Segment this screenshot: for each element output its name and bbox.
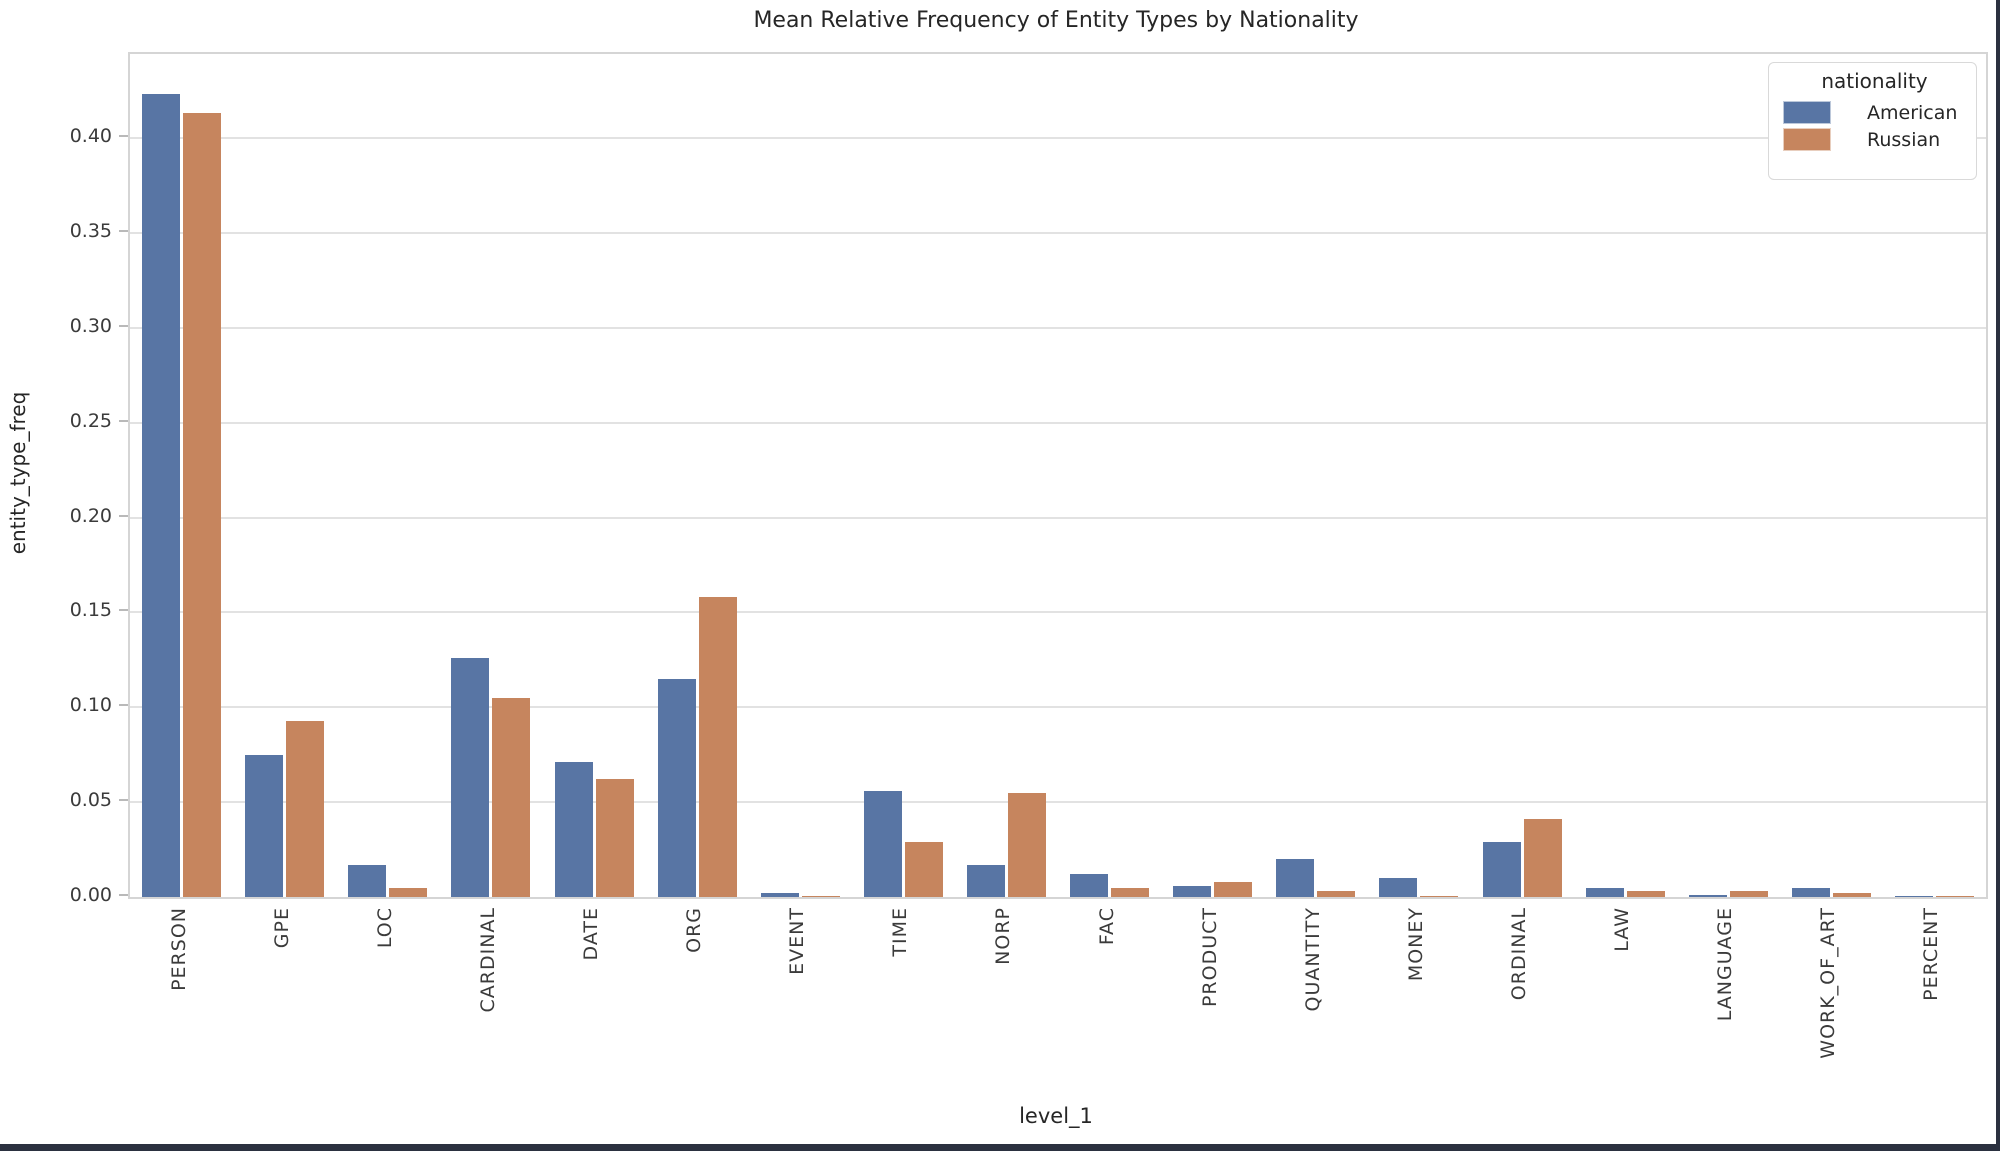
- bar-PERSON-Russian: [183, 113, 222, 897]
- y-tick-mark-0.20: [119, 514, 128, 517]
- bar-EVENT-Russian: [801, 896, 840, 897]
- bar-MONEY-Russian: [1420, 896, 1459, 897]
- bar-WORK_OF_ART-Russian: [1832, 893, 1871, 897]
- y-tick-mark-0.30: [119, 324, 128, 327]
- bar-QUANTITY-American: [1276, 859, 1315, 897]
- bar-GPE-American: [245, 754, 284, 897]
- x-tick-label-MONEY: MONEY: [1404, 907, 1427, 982]
- bar-LANGUAGE-American: [1688, 895, 1727, 897]
- y-tick-mark-0.25: [119, 419, 128, 422]
- y-axis-title: entity_type_freq: [6, 392, 30, 555]
- y-tick-label-0.25: 0.25: [69, 409, 112, 432]
- bar-ORG-Russian: [698, 597, 737, 897]
- legend-swatch-russian: [1783, 128, 1831, 151]
- y-tick-mark-0.40: [119, 135, 128, 138]
- legend: nationality American Russian: [1768, 62, 1977, 180]
- gridline-0.30: [130, 326, 1986, 329]
- x-tick-label-TIME: TIME: [889, 907, 912, 957]
- bar-ORDINAL-American: [1482, 841, 1521, 897]
- bar-ORDINAL-Russian: [1523, 819, 1562, 897]
- bar-EVENT-American: [760, 893, 799, 897]
- bar-NORP-American: [966, 864, 1005, 897]
- x-tick-label-DATE: DATE: [580, 907, 602, 961]
- plot-area: [128, 52, 1988, 899]
- legend-label-russian: Russian: [1867, 128, 1941, 151]
- bar-TIME-Russian: [904, 841, 943, 897]
- bar-LAW-Russian: [1626, 891, 1665, 897]
- gridline-0.05: [130, 801, 1986, 804]
- y-tick-label-0.05: 0.05: [69, 789, 112, 812]
- x-tick-label-NORP: NORP: [992, 907, 1015, 965]
- bar-LAW-American: [1585, 887, 1624, 897]
- legend-label-american: American: [1867, 101, 1958, 124]
- x-tick-label-WORK_OF_ART: WORK_OF_ART: [1817, 907, 1840, 1059]
- y-tick-mark-0.35: [119, 229, 128, 232]
- bar-FAC-American: [1070, 874, 1109, 897]
- y-tick-mark-0.05: [119, 799, 128, 802]
- x-tick-label-CARDINAL: CARDINAL: [476, 907, 499, 1013]
- bar-PERCENT-American: [1894, 896, 1933, 897]
- x-axis-title: level_1: [1019, 1104, 1093, 1128]
- y-tick-label-0.35: 0.35: [69, 219, 112, 242]
- y-tick-label-0.10: 0.10: [69, 694, 112, 717]
- window-bottom-edge: [0, 1144, 2000, 1151]
- y-tick-label-0.20: 0.20: [69, 504, 112, 527]
- bar-MONEY-American: [1379, 878, 1418, 897]
- bar-LANGUAGE-Russian: [1729, 891, 1768, 897]
- chart-title: Mean Relative Frequency of Entity Types …: [753, 8, 1359, 33]
- legend-row-american: American: [1783, 99, 1966, 126]
- y-tick-mark-0.00: [119, 894, 128, 896]
- window-right-edge: [1996, 0, 2000, 1151]
- gridline-0.35: [130, 231, 1986, 234]
- bar-LOC-Russian: [389, 887, 428, 897]
- bar-CARDINAL-American: [451, 657, 490, 897]
- x-tick-label-GPE: GPE: [270, 907, 293, 949]
- bar-TIME-American: [863, 790, 902, 897]
- x-tick-label-PERCENT: PERCENT: [1920, 907, 1943, 1001]
- bar-DATE-Russian: [595, 779, 634, 897]
- bar-PERSON-American: [142, 94, 181, 897]
- legend-title: nationality: [1821, 69, 1928, 93]
- x-tick-label-PERSON: PERSON: [167, 907, 190, 991]
- bar-PERCENT-Russian: [1935, 896, 1974, 897]
- x-tick-label-EVENT: EVENT: [786, 907, 809, 975]
- bar-PRODUCT-Russian: [1214, 881, 1253, 897]
- bar-FAC-Russian: [1111, 887, 1150, 897]
- x-tick-label-ORG: ORG: [683, 907, 706, 953]
- bar-DATE-American: [554, 762, 593, 897]
- y-tick-label-0.30: 0.30: [69, 314, 112, 337]
- bar-WORK_OF_ART-American: [1791, 887, 1830, 897]
- bar-ORG-American: [657, 678, 696, 897]
- x-tick-label-LANGUAGE: LANGUAGE: [1714, 907, 1737, 1022]
- bar-CARDINAL-Russian: [492, 697, 531, 897]
- gridline-0.20: [130, 516, 1986, 519]
- bar-PRODUCT-American: [1173, 885, 1212, 897]
- legend-swatch-american: [1783, 101, 1831, 124]
- y-tick-label-0.00: 0.00: [69, 884, 112, 906]
- y-tick-mark-0.10: [119, 704, 128, 707]
- x-tick-label-LOC: LOC: [373, 907, 396, 949]
- x-tick-label-QUANTITY: QUANTITY: [1301, 907, 1324, 1012]
- bar-GPE-Russian: [286, 720, 325, 897]
- legend-row-russian: Russian: [1783, 126, 1966, 153]
- x-tick-label-ORDINAL: ORDINAL: [1508, 907, 1530, 1001]
- gridline-0.40: [130, 137, 1986, 140]
- x-tick-label-FAC: FAC: [1095, 907, 1118, 946]
- y-axis-title-text: entity_type_freq: [6, 391, 30, 555]
- y-tick-label-0.40: 0.40: [69, 125, 112, 148]
- x-tick-label-LAW: LAW: [1611, 907, 1634, 952]
- gridline-0.10: [130, 706, 1986, 709]
- bar-NORP-Russian: [1007, 792, 1046, 897]
- y-tick-label-0.15: 0.15: [69, 599, 112, 622]
- x-tick-label-PRODUCT: PRODUCT: [1198, 907, 1221, 1008]
- bar-LOC-American: [348, 864, 387, 897]
- gridline-0.15: [130, 611, 1986, 614]
- gridline-0.25: [130, 421, 1986, 424]
- bar-QUANTITY-Russian: [1317, 891, 1356, 897]
- y-tick-mark-0.15: [119, 609, 128, 612]
